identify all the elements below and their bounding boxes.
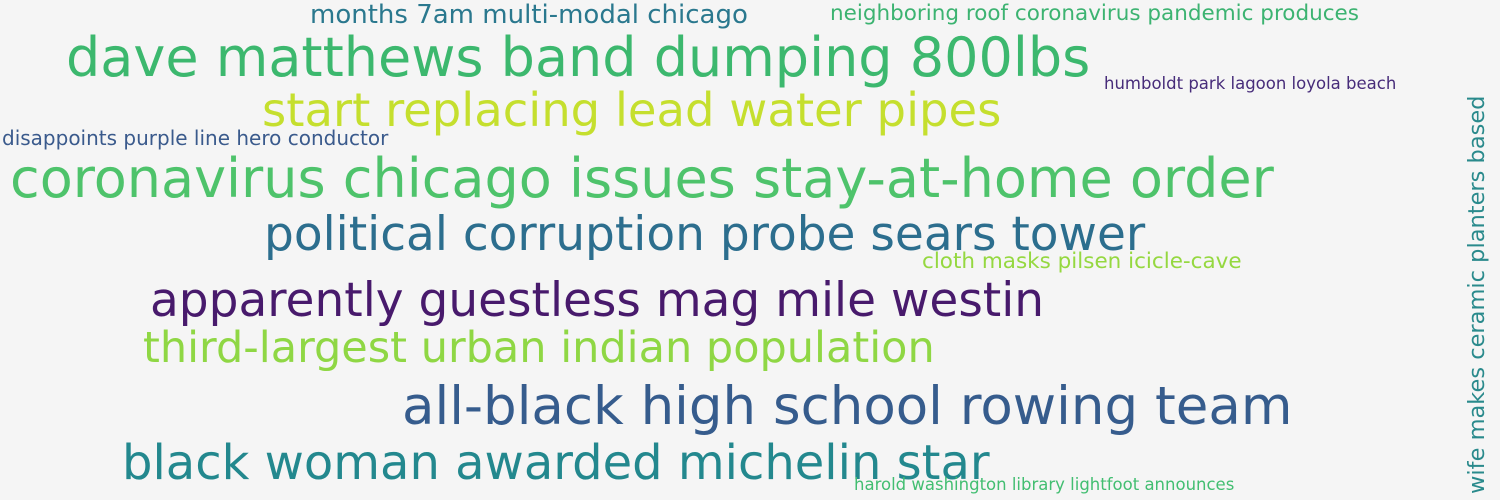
phrase-michelin-star: black woman awarded michelin star [122, 435, 990, 491]
phrase-lead-water-pipes: start replacing lead water pipes [262, 83, 1002, 137]
phrase-months-7am: months 7am multi-modal chicago [310, 0, 748, 30]
phrase-stay-at-home: coronavirus chicago issues stay-at-home … [10, 147, 1274, 210]
phrase-mag-mile-westin: apparently guestless mag mile westin [150, 273, 1045, 328]
phrase-cloth-masks: cloth masks pilsen icicle-cave [922, 249, 1242, 274]
phrase-ceramic-planters: wife makes ceramic planters based [1464, 95, 1490, 494]
phrase-purple-line: disappoints purple line hero conductor [2, 126, 389, 150]
phrase-neighboring-roof: neighboring roof coronavirus pandemic pr… [830, 1, 1359, 26]
phrase-harold-washington: harold washington library lightfoot anno… [854, 475, 1235, 494]
phrase-dave-matthews: dave matthews band dumping 800lbs [66, 26, 1091, 89]
phrase-indian-population: third-largest urban indian population [143, 323, 935, 373]
phrase-corruption-probe: political corruption probe sears tower [264, 207, 1146, 262]
phrase-rowing-team: all-black high school rowing team [402, 376, 1293, 437]
phrase-humboldt-park: humboldt park lagoon loyola beach [1104, 74, 1397, 93]
